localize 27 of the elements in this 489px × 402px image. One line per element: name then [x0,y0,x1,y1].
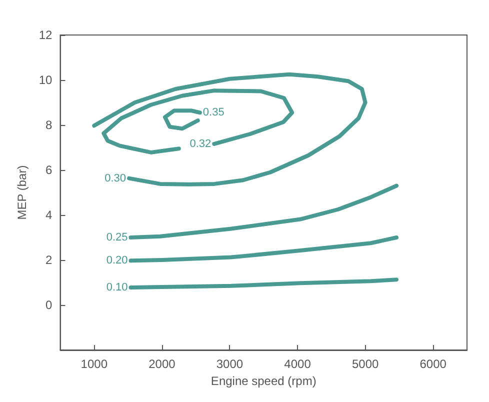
series-label: 0.10 [106,281,128,294]
x-axis-title: Engine speed (rpm) [210,374,316,388]
x-tick-label: 5000 [352,357,379,371]
series-label: 0.30 [104,172,126,184]
y-tick-label: 8 [46,118,53,132]
y-tick-label: 0 [46,298,53,312]
line-series [162,108,202,131]
line-series [102,88,294,154]
x-tick-label: 2000 [148,357,176,371]
x-tick-label: 1000 [80,357,108,371]
y-tick-label: 2 [46,253,53,267]
y-axis-title: MEP (bar) [15,165,29,220]
series-label: 0.25 [106,232,128,244]
x-tick-label: 3000 [216,357,244,371]
y-tick-label: 6 [46,163,53,177]
series-label: 0.35 [202,106,224,119]
x-tick-label: 4000 [284,357,312,371]
line-series [92,72,368,186]
y-tick-label: 4 [46,208,53,222]
line-series [128,236,398,263]
x-tick-label: 6000 [420,357,447,371]
line-series [128,278,398,290]
y-tick-label: 12 [38,28,53,42]
y-tick-label: 10 [38,73,53,87]
series-label: 0.20 [106,254,128,267]
line-series [128,184,398,240]
series-label: 0.32 [190,138,212,150]
